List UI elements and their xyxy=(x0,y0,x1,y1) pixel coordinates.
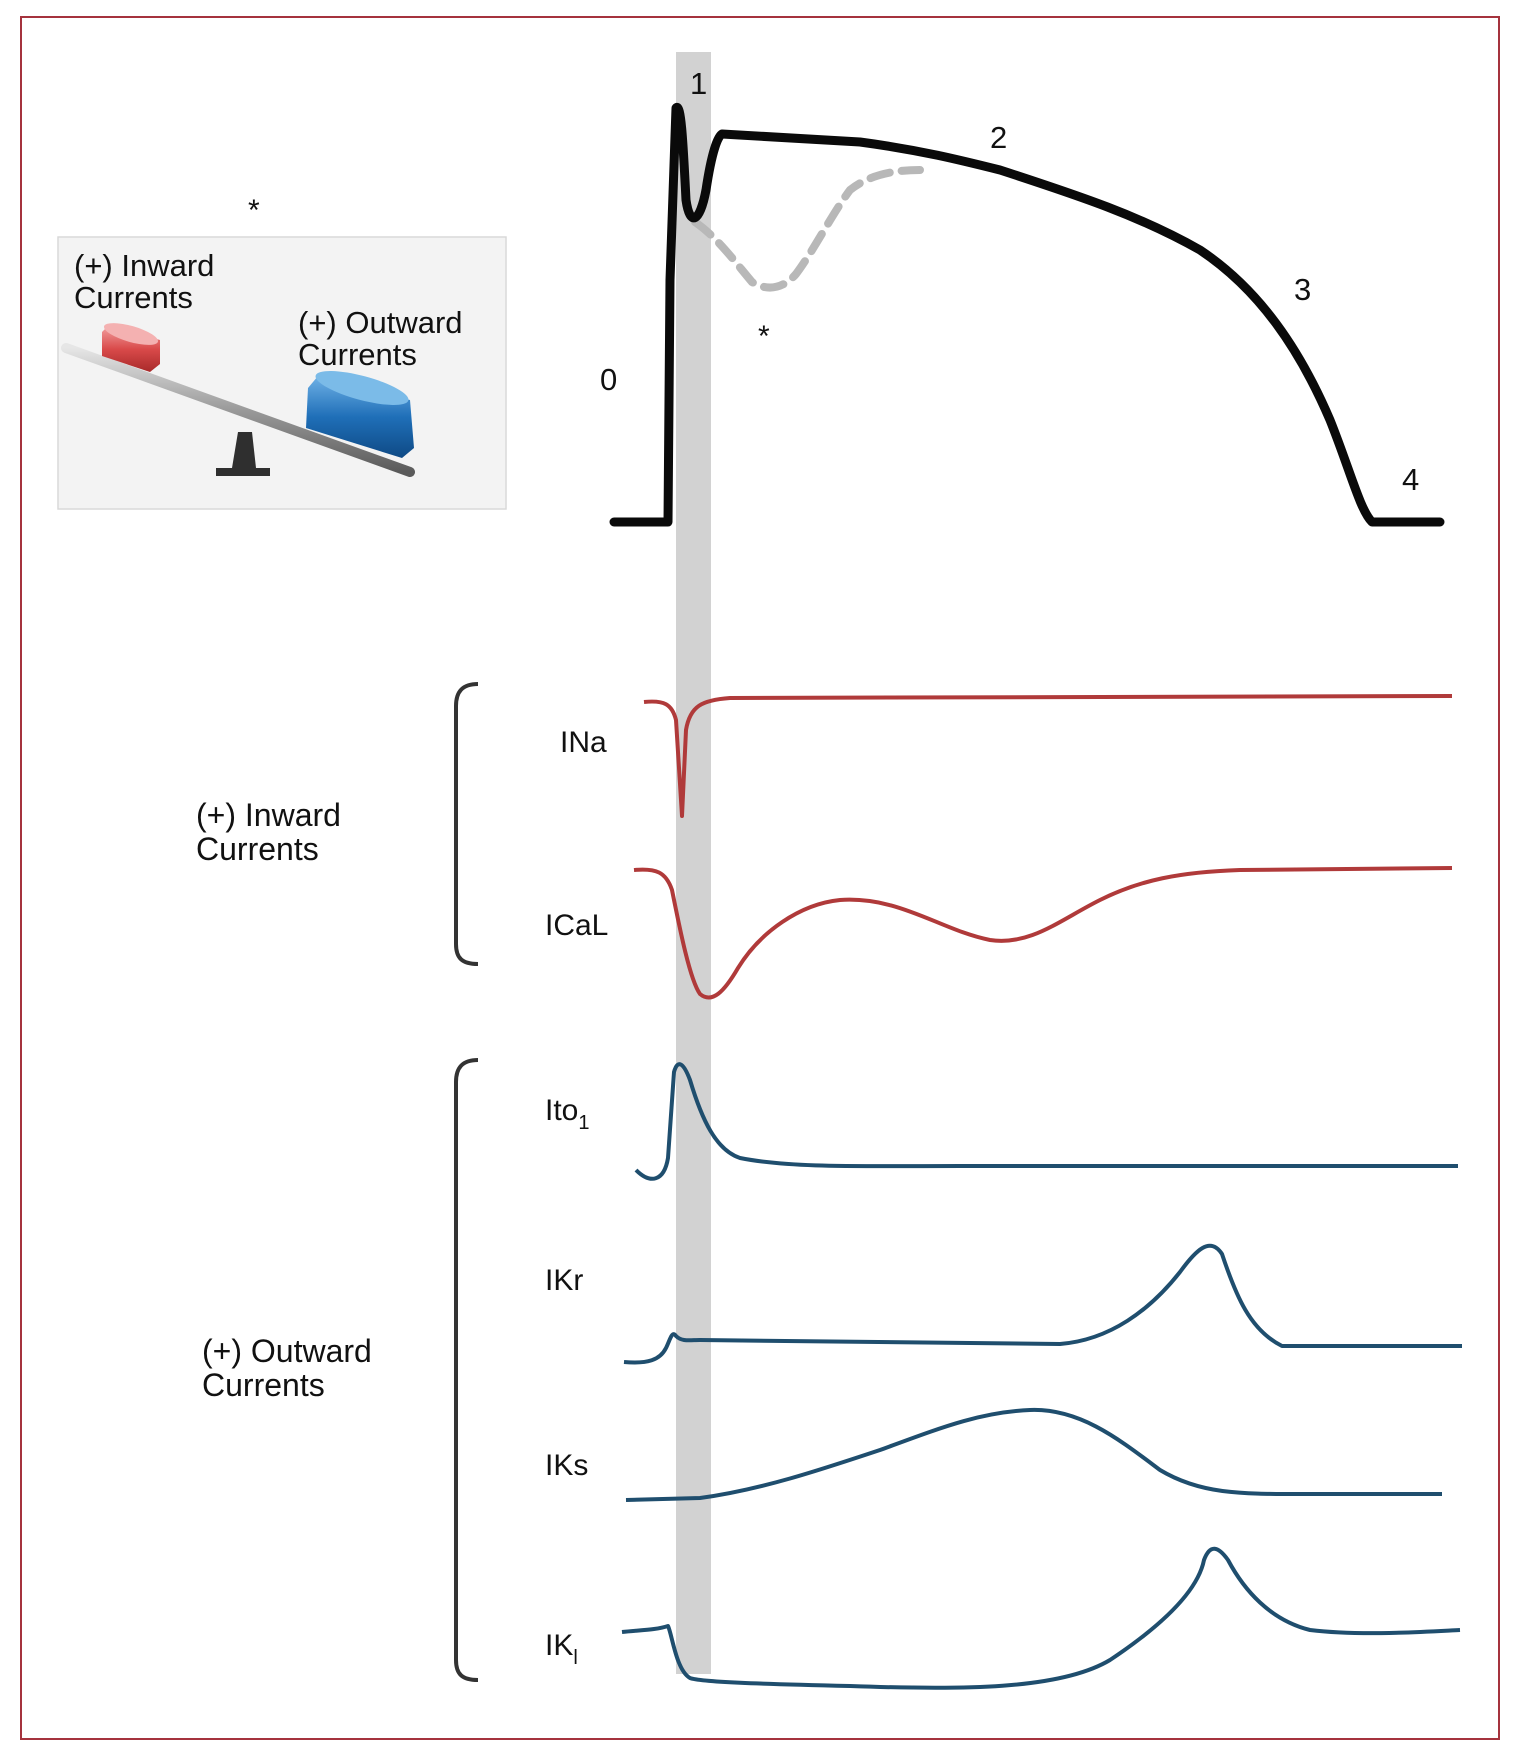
seesaw-fulcrum xyxy=(216,432,270,476)
action-potential: 0 1 2 3 4 * xyxy=(600,66,1445,527)
phase-3-label: 3 xyxy=(1294,272,1311,307)
notch-dashed-curve xyxy=(691,166,924,292)
figure-border xyxy=(20,16,1500,1740)
phase-2-label: 2 xyxy=(990,120,1007,155)
phase-4-label: 4 xyxy=(1402,462,1419,497)
seesaw-asterisk: * xyxy=(248,194,260,227)
iks-label: IKs xyxy=(545,1449,588,1482)
seesaw-panel: (+) Inward Currents (+) Outward Currents xyxy=(57,236,507,510)
inward-group-label-1: (+) Inward xyxy=(196,797,341,833)
seesaw-beam xyxy=(61,343,415,477)
notch-asterisk: * xyxy=(758,320,770,353)
iks-trace xyxy=(625,1407,1442,1502)
ito1-label: Ito1 xyxy=(545,1094,589,1134)
ikr-label: IKr xyxy=(545,1264,583,1297)
ina-label: INa xyxy=(560,726,607,759)
ical-trace xyxy=(633,866,1453,1000)
phase-0-label: 0 xyxy=(600,362,617,397)
ina-trace xyxy=(643,694,1453,818)
blue-weight-icon xyxy=(306,371,414,458)
phase-1-highlight-band xyxy=(676,52,711,1674)
seesaw-inward-label-1: (+) Inward xyxy=(74,248,214,283)
seesaw-inward-label-2: Currents xyxy=(74,280,193,315)
inward-group-label-2: Currents xyxy=(196,831,319,867)
seesaw-outward-label-2: Currents xyxy=(298,337,417,372)
ito1-trace xyxy=(634,1062,1458,1181)
red-weight-icon xyxy=(102,323,160,372)
outward-group-label-1: (+) Outward xyxy=(202,1333,372,1369)
outward-group-label-2: Currents xyxy=(202,1367,325,1403)
action-potential-trace xyxy=(609,102,1445,527)
ikr-trace xyxy=(623,1243,1462,1365)
ical-label: ICaL xyxy=(545,909,608,942)
phase-1-label: 1 xyxy=(690,66,707,101)
outward-currents-bracket xyxy=(454,1058,479,1682)
seesaw-outward-label-1: (+) Outward xyxy=(298,305,463,340)
ik1-label: IKl xyxy=(545,1629,578,1669)
ik1-trace xyxy=(621,1546,1461,1690)
inward-currents-bracket xyxy=(454,682,479,966)
